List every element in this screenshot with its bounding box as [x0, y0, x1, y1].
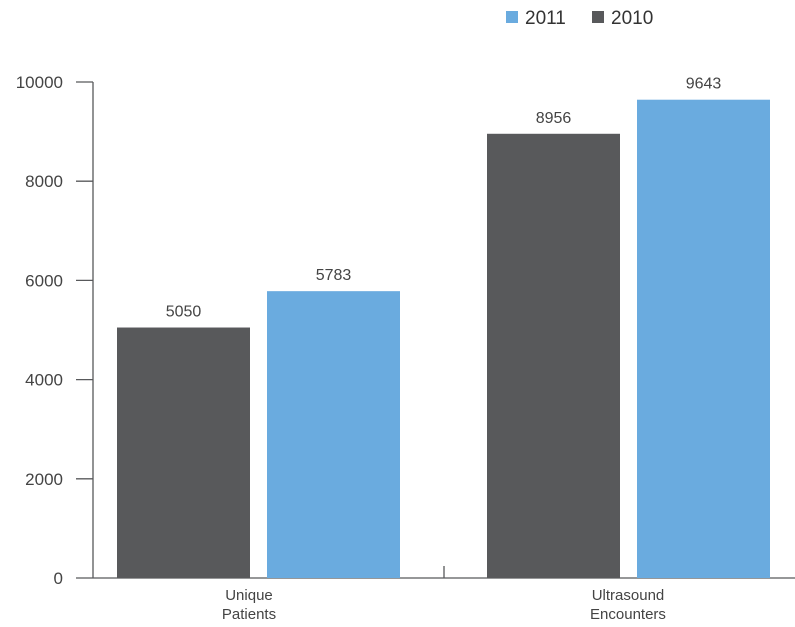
category-label: Unique: [225, 587, 273, 604]
category-label: Ultrasound: [592, 587, 665, 604]
legend-swatch-2010: [592, 11, 604, 23]
bar-2011: [637, 99, 770, 578]
y-tick-label: 8000: [25, 172, 63, 191]
bar-2011: [267, 291, 400, 578]
bar-2010: [487, 133, 620, 578]
y-tick-label: 2000: [25, 470, 63, 489]
category-label: Encounters: [590, 606, 666, 623]
y-tick-label: 6000: [25, 271, 63, 290]
y-tick-label: 10000: [16, 73, 63, 92]
y-tick-label: 0: [54, 569, 63, 588]
y-tick-label: 4000: [25, 371, 63, 390]
bar-value-label: 5783: [316, 267, 352, 284]
category-label: Patients: [222, 606, 276, 623]
bar-value-label: 8956: [536, 110, 572, 127]
bar-value-label: 9643: [686, 76, 722, 93]
bar-2010: [117, 327, 250, 578]
legend-swatch-2011: [506, 11, 518, 23]
legend-label-2011: 2011: [525, 8, 566, 29]
bar-value-label: 5050: [166, 304, 202, 321]
legend-label-2010: 2010: [611, 8, 653, 29]
